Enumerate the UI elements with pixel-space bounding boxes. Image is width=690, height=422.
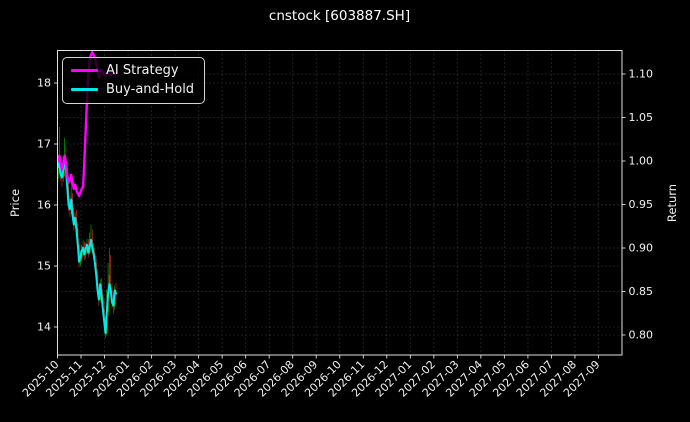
price-tick-label: 16 [37,199,51,212]
return-tick-label: 1.05 [629,111,654,124]
return-tick-label: 0.85 [629,285,654,298]
legend-label-ai-strategy: AI Strategy [106,63,179,78]
gridlines [57,50,622,355]
return-tick-label: 0.90 [629,242,654,255]
return-tick-label: 0.95 [629,198,654,211]
price-tick-label: 17 [37,138,51,151]
price-tick-label: 14 [37,321,51,334]
return-tick-label: 1.10 [629,68,654,81]
buy-and-hold-line [57,156,117,335]
buy-and-hold-line-swatch [71,88,98,91]
chart-title: cnstock [603887.SH] [268,8,411,24]
price-tick-label: 18 [37,77,51,90]
legend-label-buy-and-hold: Buy-and-Hold [106,82,195,97]
legend-item-ai-strategy: AI Strategy [71,63,194,78]
ai-strategy-line-swatch [71,69,98,72]
price-tick-label: 15 [37,260,51,273]
return-tick-label: 0.80 [629,329,654,342]
legend: AI Strategy Buy-and-Hold [62,57,206,104]
return-tick-label: 1.00 [629,155,654,168]
legend-item-buy-and-hold: Buy-and-Hold [71,82,194,97]
